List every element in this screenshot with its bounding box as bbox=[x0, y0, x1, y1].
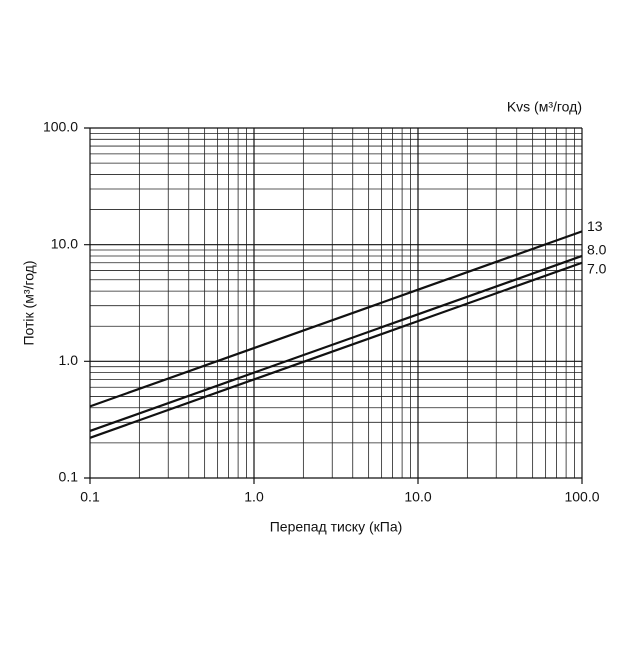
x-tick-label: 10.0 bbox=[404, 489, 431, 505]
flow-line bbox=[89, 230, 583, 408]
legend-title: Kvs (м³/год) bbox=[507, 99, 582, 115]
flow-line bbox=[89, 261, 583, 439]
series-label: 8.0 bbox=[587, 242, 607, 258]
y-tick-label: 100.0 bbox=[43, 119, 78, 135]
y-tick-label: 1.0 bbox=[59, 352, 79, 368]
x-axis-label: Перепад тиску (кПа) bbox=[270, 519, 403, 535]
x-tick-label: 0.1 bbox=[80, 489, 100, 505]
y-axis-label: Потік (м³/год) bbox=[21, 260, 37, 345]
y-tick-label: 10.0 bbox=[51, 235, 78, 251]
x-tick-label: 1.0 bbox=[244, 489, 264, 505]
flow-line bbox=[89, 254, 583, 433]
series-label: 7.0 bbox=[587, 260, 607, 276]
y-tick-label: 0.1 bbox=[59, 469, 79, 485]
series-label: 13 bbox=[587, 218, 603, 234]
x-tick-label: 100.0 bbox=[564, 489, 599, 505]
